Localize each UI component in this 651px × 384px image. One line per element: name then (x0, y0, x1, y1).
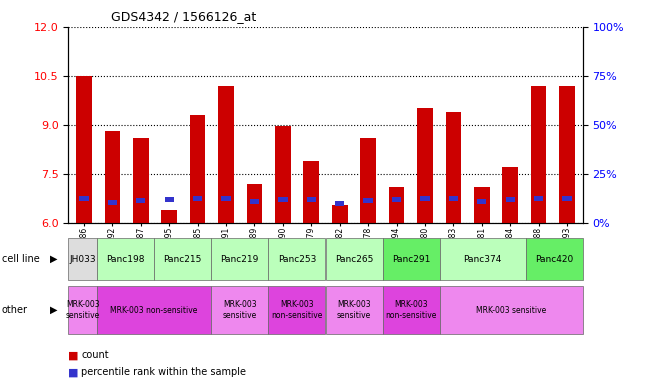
Bar (268, 286, 326, 334)
Bar (534, 195, 544, 201)
Text: percentile rank within the sample: percentile rank within the sample (81, 367, 246, 377)
Bar (503, 167, 518, 223)
Bar (440, 238, 525, 280)
Bar (392, 197, 401, 202)
Bar (303, 161, 319, 223)
Text: MRK-003
sensitive: MRK-003 sensitive (66, 300, 100, 320)
Bar (107, 200, 117, 205)
Bar (278, 197, 288, 202)
Bar (421, 195, 430, 201)
Bar (193, 195, 202, 201)
Bar (335, 201, 344, 207)
Bar (307, 197, 316, 202)
Text: Panc198: Panc198 (106, 255, 145, 264)
Bar (383, 286, 440, 334)
Bar (383, 238, 440, 280)
Bar (105, 131, 120, 223)
Text: Panc374: Panc374 (464, 255, 502, 264)
Bar (559, 86, 575, 223)
Bar (440, 286, 583, 334)
Text: Panc291: Panc291 (392, 255, 430, 264)
Text: ■: ■ (68, 350, 79, 360)
Bar (76, 76, 92, 223)
Bar (221, 195, 230, 201)
Bar (79, 195, 89, 201)
Bar (389, 187, 404, 223)
Bar (449, 195, 458, 201)
Text: MRK-003
non-sensitive: MRK-003 non-sensitive (385, 300, 437, 320)
Bar (154, 238, 211, 280)
Text: MRK-003
sensitive: MRK-003 sensitive (337, 300, 371, 320)
Text: GDS4342 / 1566126_at: GDS4342 / 1566126_at (111, 10, 256, 23)
Bar (247, 184, 262, 223)
Text: JH033: JH033 (69, 255, 96, 264)
Text: Panc219: Panc219 (221, 255, 259, 264)
Bar (275, 126, 291, 223)
Bar (474, 187, 490, 223)
Bar (68, 286, 97, 334)
Bar (268, 238, 326, 280)
Text: other: other (2, 305, 28, 315)
Bar (190, 115, 206, 223)
Text: Panc215: Panc215 (163, 255, 202, 264)
Bar (133, 138, 148, 223)
Text: Panc253: Panc253 (278, 255, 316, 264)
Bar (165, 197, 174, 202)
Bar (417, 109, 433, 223)
Bar (97, 238, 154, 280)
Bar (326, 286, 383, 334)
Bar (332, 205, 348, 223)
Bar (562, 195, 572, 201)
Bar (218, 86, 234, 223)
Bar (136, 198, 146, 203)
Bar (477, 199, 486, 204)
Bar (326, 238, 383, 280)
Text: ▶: ▶ (50, 254, 58, 264)
Bar (445, 112, 461, 223)
Text: MRK-003
sensitive: MRK-003 sensitive (223, 300, 257, 320)
Bar (531, 86, 546, 223)
Bar (211, 238, 268, 280)
Text: cell line: cell line (2, 254, 40, 264)
Text: MRK-003 non-sensitive: MRK-003 non-sensitive (111, 306, 198, 314)
Text: MRK-003 sensitive: MRK-003 sensitive (476, 306, 546, 314)
Bar (360, 138, 376, 223)
Bar (97, 286, 211, 334)
Text: Panc265: Panc265 (335, 255, 373, 264)
Text: ■: ■ (68, 367, 79, 377)
Bar (161, 210, 177, 223)
Text: count: count (81, 350, 109, 360)
Bar (363, 198, 373, 203)
Bar (250, 199, 259, 204)
Text: Panc420: Panc420 (535, 255, 573, 264)
Text: ▶: ▶ (50, 305, 58, 315)
Bar (505, 197, 515, 202)
Bar (525, 238, 583, 280)
Bar (68, 238, 97, 280)
Bar (211, 286, 268, 334)
Text: MRK-003
non-sensitive: MRK-003 non-sensitive (271, 300, 323, 320)
